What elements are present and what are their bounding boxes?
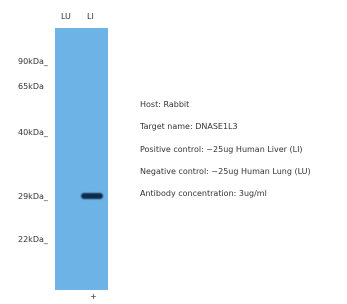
blot-membrane [55,28,108,290]
protein-band [81,193,103,199]
marker-label: 40kDa_ [18,128,48,138]
lane-label: LU [61,12,71,22]
info-line: Negative control: ~25ug Human Lung (LU) [140,167,311,177]
figure: LU LI 90kDa_ 65kDa 40kDa_ 29kDa_ 22kDa_ + Host: … [0,0,347,304]
marker-label: 29kDa_ [18,192,48,202]
marker-label: 90kDa_ [18,57,48,67]
lane-label: LI [87,12,94,22]
marker-label: 65kDa [18,82,44,92]
info-line: Host: Rabbit [140,100,189,110]
lane-mark: + [90,292,97,302]
marker-label: 22kDa_ [18,235,48,245]
info-line: Antibody concentration: 3ug/ml [140,189,267,199]
info-line: Target name: DNASE1L3 [140,122,238,132]
info-line: Positive control: ~25ug Human Liver (LI) [140,145,303,155]
